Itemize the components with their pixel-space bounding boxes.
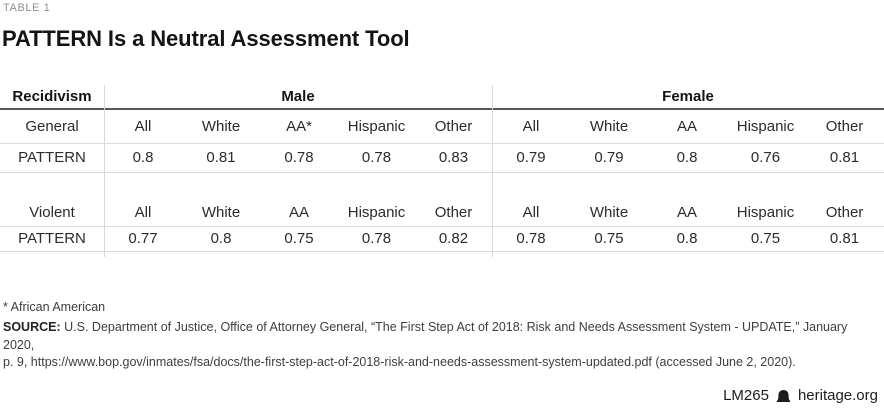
column-divider-male-female (492, 85, 493, 257)
col-header: White (570, 200, 648, 227)
section-label-violent: Violent (0, 200, 104, 227)
row-label-pattern: PATTERN (0, 226, 104, 252)
col-header: AA* (260, 109, 338, 144)
document-id: LM265 (723, 387, 769, 404)
col-header: Hispanic (338, 200, 415, 227)
col-header: AA (648, 109, 726, 144)
footnote-african-american: * African American (3, 300, 106, 314)
col-header: AA (260, 200, 338, 227)
col-header: White (182, 200, 260, 227)
value-cell: 0.81 (182, 143, 260, 173)
value-cell: 0.75 (260, 226, 338, 252)
col-header: All (104, 109, 182, 144)
table-header-row: Recidivism Male Female (0, 85, 884, 110)
source-label: SOURCE: (3, 320, 61, 334)
value-cell: 0.78 (260, 143, 338, 173)
general-pattern-row: PATTERN 0.8 0.81 0.78 0.78 0.83 0.79 0.7… (0, 143, 884, 173)
col-header: All (104, 200, 182, 227)
value-cell: 0.83 (415, 143, 492, 173)
group-header-male: Male (104, 85, 492, 110)
col-header: All (492, 200, 570, 227)
value-cell: 0.8 (648, 226, 726, 252)
value-cell: 0.8 (182, 226, 260, 252)
col-header: Hispanic (338, 109, 415, 144)
value-cell: 0.81 (805, 226, 884, 252)
value-cell: 0.75 (726, 226, 805, 252)
col-header: Hispanic (726, 200, 805, 227)
value-cell: 0.78 (338, 226, 415, 252)
violent-pattern-row: PATTERN 0.77 0.8 0.75 0.78 0.82 0.78 0.7… (0, 226, 884, 252)
value-cell: 0.82 (415, 226, 492, 252)
section-gap-row (0, 172, 884, 200)
footer-branding: LM265 heritage.org (723, 387, 878, 404)
value-cell: 0.76 (726, 143, 805, 173)
value-cell: 0.78 (492, 226, 570, 252)
value-cell: 0.78 (338, 143, 415, 173)
liberty-bell-icon (775, 389, 792, 403)
value-cell: 0.79 (570, 143, 648, 173)
col-header: Hispanic (726, 109, 805, 144)
col-header: White (570, 109, 648, 144)
col-header: All (492, 109, 570, 144)
group-header-female: Female (492, 85, 884, 110)
col-header: Other (415, 200, 492, 227)
value-cell: 0.8 (104, 143, 182, 173)
column-divider-left (104, 85, 105, 257)
general-columns-row: General All White AA* Hispanic Other All… (0, 109, 884, 144)
source-line1: U.S. Department of Justice, Office of At… (3, 320, 848, 352)
page-title: PATTERN Is a Neutral Assessment Tool (2, 26, 410, 51)
col-header: Other (805, 109, 884, 144)
value-cell: 0.77 (104, 226, 182, 252)
source-citation: SOURCE: U.S. Department of Justice, Offi… (3, 319, 879, 372)
col-header: Other (415, 109, 492, 144)
value-cell: 0.8 (648, 143, 726, 173)
value-cell: 0.79 (492, 143, 570, 173)
site-name: heritage.org (797, 387, 878, 404)
pattern-recidivism-table: Recidivism Male Female General All White… (0, 85, 884, 252)
col-header: White (182, 109, 260, 144)
value-cell: 0.75 (570, 226, 648, 252)
col-header: AA (648, 200, 726, 227)
section-label-general: General (0, 109, 104, 144)
row-header-recidivism: Recidivism (0, 85, 104, 110)
row-label-pattern: PATTERN (0, 143, 104, 173)
table-eyebrow: TABLE 1 (3, 2, 51, 14)
value-cell: 0.81 (805, 143, 884, 173)
col-header: Other (805, 200, 884, 227)
source-line2: p. 9, https://www.bop.gov/inmates/fsa/do… (3, 355, 796, 369)
violent-columns-row: Violent All White AA Hispanic Other All … (0, 200, 884, 227)
